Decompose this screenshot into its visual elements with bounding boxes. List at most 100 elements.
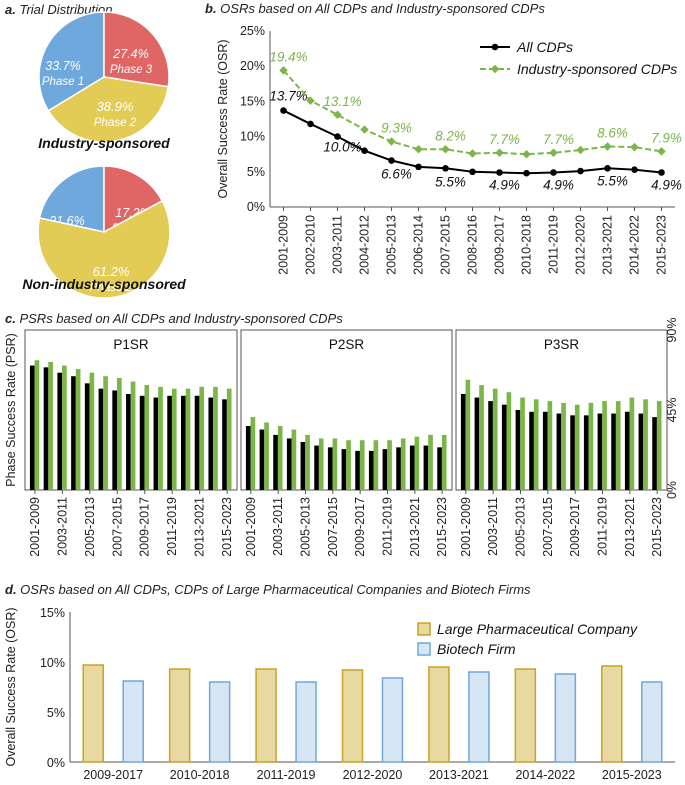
x-tick-label: 2007-2015: [541, 497, 555, 557]
industry-cdps-bar: [332, 438, 338, 490]
industry-cdps-point: [522, 149, 531, 159]
x-tick-label: 2003-2011: [55, 497, 69, 556]
all-cdps-bar: [139, 395, 145, 490]
y-tick-label: 15%: [40, 606, 65, 620]
x-tick-label: 2013-2021: [193, 497, 207, 557]
large-pharma-bar: [514, 668, 537, 763]
bar-panel-c-title: c. PSRs based on All CDPs and Industry-s…: [5, 311, 343, 326]
y-tick-label: 10%: [240, 130, 265, 144]
pie-label: Non-industry-sponsored: [22, 276, 186, 292]
all-cdps-point: [280, 107, 287, 114]
industry-cdps-bar: [506, 392, 512, 490]
industry-cdps-data-label: 8.2%: [435, 128, 466, 143]
industry-cdps-bar: [89, 372, 95, 490]
all-cdps-bar: [529, 411, 534, 490]
y-tick-label: 20%: [240, 59, 265, 73]
y-tick-label: 10%: [40, 656, 65, 670]
all-cdps-data-label: 4.9%: [489, 178, 520, 193]
all-cdps-bar: [71, 376, 76, 490]
x-tick-label: 2015-2023: [220, 497, 234, 557]
y-tick-label: 0%: [247, 200, 265, 214]
all-cdps-point: [415, 163, 422, 171]
x-tick-label: 2012-2020: [574, 215, 588, 275]
industry-cdps-bar: [629, 397, 635, 490]
large-pharma-bar: [601, 665, 623, 763]
industry-cdps-bar: [428, 434, 433, 490]
x-tick-label: 2014-2022: [628, 215, 642, 275]
biotech-bar: [468, 671, 490, 763]
x-tick-label: 2005-2013: [385, 215, 399, 275]
y-axis-label: Overall Success Rate (OSR): [4, 607, 18, 766]
pie-slice-name: Phase 1: [42, 76, 84, 88]
biotech-bar: [554, 673, 577, 763]
all-cdps-point: [334, 133, 341, 140]
industry-cdps-bar: [291, 429, 297, 490]
x-tick-label: 2015-2023: [435, 497, 449, 557]
large-pharma-bar: [82, 664, 104, 763]
all-cdps-bar: [515, 410, 521, 490]
pie-slice-name: Phase 3: [110, 64, 153, 76]
industry-cdps-point: [306, 96, 315, 105]
industry-cdps-bar: [305, 434, 310, 490]
pie-slice: [103, 165, 164, 234]
x-tick-label: 2009-2017: [353, 497, 367, 557]
all-cdps-bar: [314, 445, 319, 490]
phase-panel-name: P1SR: [113, 337, 149, 352]
all-cdps-bar: [194, 395, 200, 490]
all-cdps-point: [307, 120, 314, 128]
x-tick-label: 2011-2019: [257, 768, 316, 782]
bar-panel-c-title-letter: c.: [5, 311, 19, 326]
y-axis-label: Phase Success Rate (PSR): [4, 333, 18, 487]
all-cdps-bar: [368, 450, 374, 490]
x-tick-label: 2013-2021: [408, 497, 422, 557]
all-cdps-point: [496, 169, 503, 176]
all-cdps-bar: [611, 413, 616, 490]
large-pharma-bar: [255, 668, 277, 763]
industry-cdps-point: [414, 145, 423, 154]
legend-large-pharma-label: Large Pharmaceutical Company: [437, 621, 638, 637]
all-cdps-point: [361, 147, 368, 154]
legend-all-cdps-label: All CDPs: [516, 39, 573, 55]
industry-cdps-point: [387, 137, 396, 146]
x-tick-label: 2010-2018: [520, 215, 534, 275]
x-tick-label: 2008-2016: [466, 215, 480, 275]
x-tick-label: 2014-2022: [515, 768, 575, 782]
industry-cdps-bar: [373, 440, 379, 490]
all-cdps-bar: [488, 401, 493, 490]
legend-all-cdps-marker: [491, 43, 499, 51]
x-tick-label: 2015-2023: [602, 768, 662, 782]
x-tick-label: 2005-2013: [83, 497, 97, 557]
industry-cdps-bar: [130, 381, 136, 490]
industry-cdps-data-label: 8.6%: [597, 125, 628, 140]
industry-cdps-bar: [615, 401, 621, 490]
all-cdps-point: [631, 166, 638, 173]
industry-cdps-bar: [199, 386, 205, 490]
all-cdps-data-label: 5.5%: [597, 173, 628, 188]
all-cdps-bar: [652, 417, 657, 490]
all-cdps-bar: [259, 429, 265, 490]
x-tick-label: 2005-2013: [299, 497, 313, 557]
all-cdps-bar: [638, 413, 644, 490]
industry-cdps-bar: [264, 422, 269, 490]
x-tick-label: 2002-2010: [304, 215, 318, 275]
x-tick-label: 2011-2019: [547, 215, 561, 274]
pie-slice: [38, 165, 105, 233]
industry-cdps-point: [549, 148, 558, 158]
industry-cdps-point: [657, 147, 666, 156]
industry-cdps-line: [282, 69, 662, 156]
x-tick-label: 2007-2015: [110, 497, 124, 557]
all-cdps-bar: [474, 397, 480, 490]
y-tick-label: 0%: [47, 756, 65, 770]
industry-cdps-bar: [48, 362, 53, 490]
y-tick-label: 5%: [247, 165, 265, 179]
pie-slice: [103, 11, 170, 88]
x-tick-label: 2001-2009: [277, 215, 291, 275]
all-cdps-bar: [126, 394, 131, 490]
industry-cdps-point: [333, 110, 342, 120]
industry-cdps-bar: [359, 440, 365, 490]
all-cdps-bar: [501, 404, 507, 490]
pie-slice: [37, 199, 171, 299]
biotech-bar: [641, 681, 663, 763]
x-tick-label: 2012-2020: [343, 768, 403, 782]
industry-cdps-point: [630, 142, 639, 152]
